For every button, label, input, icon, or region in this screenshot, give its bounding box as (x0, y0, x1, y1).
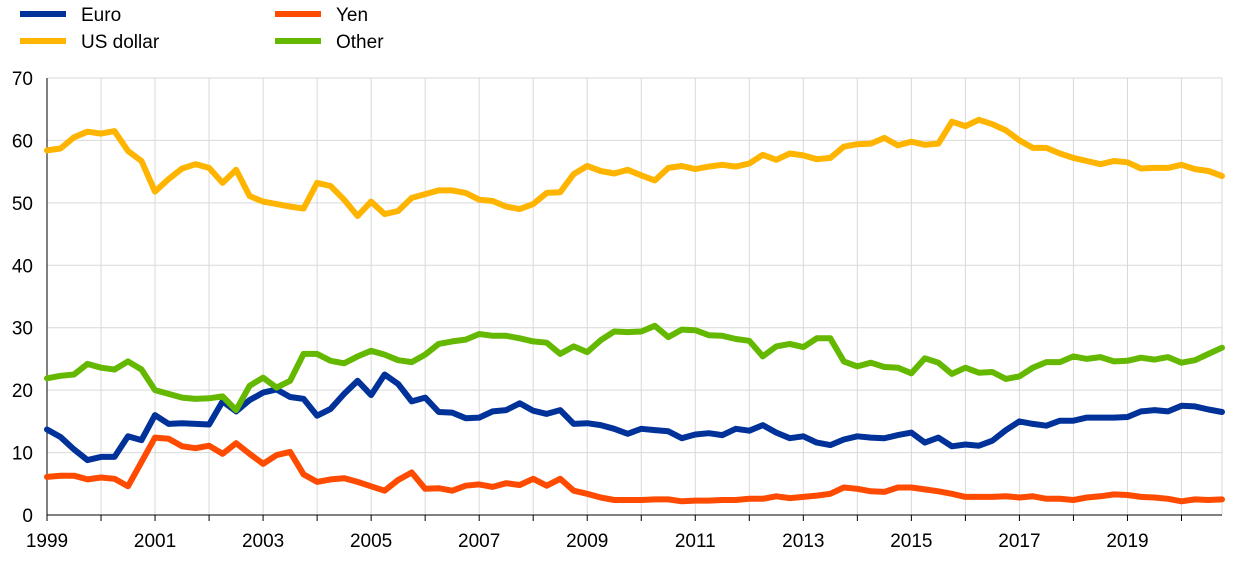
y-tick-label-20: 20 (12, 381, 33, 402)
axes (46, 78, 1222, 521)
legend-label-other: Other (336, 32, 384, 53)
tick-labels: 0 10 20 30 40 50 60 70 1999 2001 2003 2005 2007 2009 2… (12, 69, 1149, 552)
y-tick-label-10: 10 (12, 444, 33, 465)
y-tick-label-40: 40 (12, 256, 33, 277)
series-group (44, 116, 1225, 505)
x-tick-label-2005: 2005 (350, 531, 392, 552)
x-tick-label-2009: 2009 (566, 531, 608, 552)
x-tick-label-2001: 2001 (134, 531, 176, 552)
x-tick-label-1999: 1999 (26, 531, 68, 552)
legend: Euro US dollar Yen Other (20, 5, 384, 53)
y-tick-label-50: 50 (12, 194, 33, 215)
legend-label-euro: Euro (81, 5, 121, 26)
x-tick-label-2019: 2019 (1106, 531, 1148, 552)
x-tick-label-2007: 2007 (458, 531, 500, 552)
series-line-yen (44, 434, 1225, 505)
x-tick-label-2011: 2011 (675, 531, 716, 552)
legend-label-yen: Yen (336, 5, 368, 26)
x-tick-label-2015: 2015 (890, 531, 932, 552)
series-line-other (44, 322, 1225, 414)
x-tick-label-2003: 2003 (242, 531, 284, 552)
series-line-us-dollar (44, 116, 1225, 219)
series-line-euro (44, 371, 1225, 464)
x-tick-label-2013: 2013 (782, 531, 824, 552)
x-tick-label-2017: 2017 (998, 531, 1040, 552)
y-tick-label-0: 0 (22, 506, 33, 527)
legend-label-us-dollar: US dollar (81, 32, 160, 53)
y-tick-label-30: 30 (12, 319, 33, 340)
y-tick-label-60: 60 (12, 131, 33, 152)
y-tick-label-70: 70 (12, 69, 33, 90)
grid (47, 77, 1223, 515)
